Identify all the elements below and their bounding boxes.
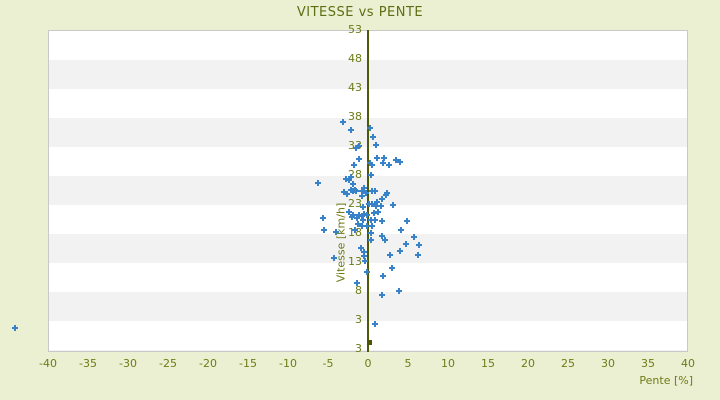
- chart-title: VITESSE vs PENTE: [296, 5, 424, 20]
- x-axis-title: Pente [%]: [639, 374, 693, 387]
- x-tick-label: 5: [404, 357, 412, 370]
- x-tick-label: 20: [521, 357, 535, 370]
- x-tick-label: 35: [641, 357, 655, 370]
- x-tick-label: -10: [279, 357, 297, 370]
- x-tick-label: -20: [199, 357, 217, 370]
- x-tick-label: 0: [364, 357, 372, 370]
- x-tick-label: 15: [481, 357, 495, 370]
- x-tick-label: 25: [561, 357, 575, 370]
- x-tick-label: 40: [681, 357, 695, 370]
- x-tick-label: -5: [322, 357, 334, 370]
- x-tick-label: -40: [39, 357, 57, 370]
- x-tick-label: 30: [601, 357, 615, 370]
- data-point: [12, 325, 19, 332]
- x-tick-label: -25: [159, 357, 177, 370]
- x-tick-label: -15: [239, 357, 257, 370]
- plot-area: [48, 30, 688, 352]
- x-tick-label: 10: [441, 357, 455, 370]
- x-tick-label: -30: [119, 357, 137, 370]
- x-tick-label: -35: [79, 357, 97, 370]
